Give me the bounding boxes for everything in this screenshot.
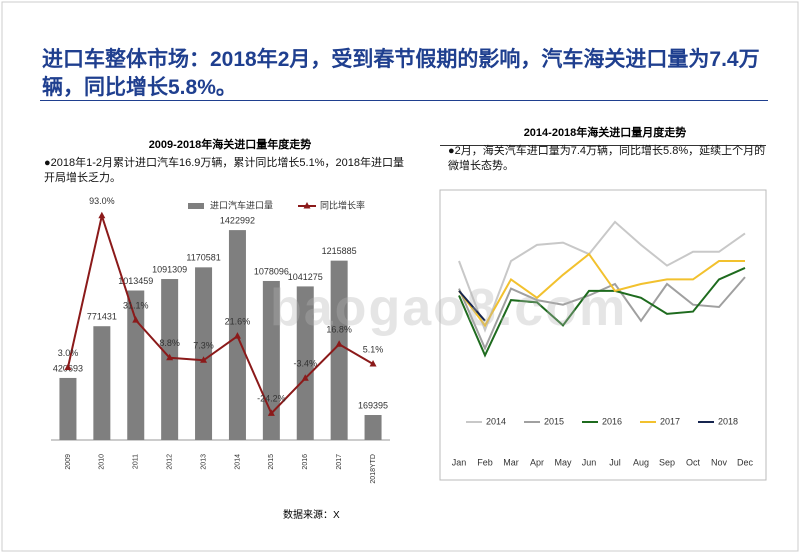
legend-swatch xyxy=(188,203,204,209)
bar xyxy=(127,290,145,440)
x-tick-label: 2014 xyxy=(234,454,241,470)
bar xyxy=(59,377,77,440)
x-tick-label: Oct xyxy=(686,457,701,467)
x-tick-label: 2009 xyxy=(65,454,72,470)
x-tick-label: Jul xyxy=(609,457,621,467)
legend-label: 2017 xyxy=(660,416,680,426)
chart-note: ●2018年1-2月累计进口汽车16.9万辆，累计同比增长5.1%，2018年进… xyxy=(44,157,404,184)
series-line xyxy=(458,252,745,328)
x-tick-label: Apr xyxy=(530,457,544,467)
legend-marker xyxy=(303,202,311,209)
marker xyxy=(132,316,140,323)
slide-title: 进口车整体市场：2018年2月，受到春节假期的影响，汽车海关进口量为7.4万辆，… xyxy=(42,48,760,99)
legend-label: 2016 xyxy=(602,416,622,426)
x-tick-label: 2013 xyxy=(200,454,207,470)
bar xyxy=(330,260,348,440)
marker xyxy=(369,359,377,367)
bar-label: 771431 xyxy=(87,312,117,322)
marker xyxy=(98,211,106,219)
x-tick-label: Jun xyxy=(582,457,597,467)
marker xyxy=(64,363,72,371)
data-label: -3.4% xyxy=(293,359,317,369)
watermark: baogao8.com xyxy=(270,279,628,337)
marker xyxy=(335,340,343,347)
bar-label: 1215885 xyxy=(322,246,357,256)
data-label: 21.6% xyxy=(225,317,251,327)
legend-label: 2015 xyxy=(544,416,564,426)
legend-label: 进口汽车进口量 xyxy=(210,199,273,210)
x-tick-label: Mar xyxy=(503,457,519,467)
data-label: -24.2% xyxy=(257,394,286,404)
x-tick-label: Aug xyxy=(633,457,649,467)
marker xyxy=(200,356,208,363)
legend-label: 2014 xyxy=(486,416,506,426)
series-line xyxy=(458,266,746,358)
bar xyxy=(262,280,280,440)
x-tick-label: May xyxy=(554,457,572,467)
x-tick-label: Sep xyxy=(659,457,675,467)
data-label: 7.3% xyxy=(193,341,214,351)
growth-line xyxy=(66,212,374,416)
chart-title: 2014-2018年海关进口量月度走势 xyxy=(523,127,687,139)
data-label: 8.8% xyxy=(159,338,180,348)
data-label: 93.0% xyxy=(89,196,115,206)
x-tick-label: 2012 xyxy=(166,454,173,470)
x-tick-label: Feb xyxy=(477,457,493,467)
x-tick-label: 2010 xyxy=(99,454,106,470)
bar xyxy=(93,326,111,440)
x-tick-label: Nov xyxy=(711,457,728,467)
bar-label: 1091309 xyxy=(152,264,187,274)
legend-label: 同比增长率 xyxy=(320,199,365,210)
marker xyxy=(166,353,174,361)
data-label: 3.0% xyxy=(58,348,79,358)
data-label: 31.1% xyxy=(123,301,149,311)
bar-label: 1170581 xyxy=(186,253,220,263)
x-tick-label: 2015 xyxy=(268,454,275,470)
chart-note: ●2月，海关汽车进口量为7.4万辆，同比增长5.8%，延续上个月的微增长态势。 xyxy=(448,145,766,172)
x-tick-label: Dec xyxy=(737,457,754,467)
subtitle-rule xyxy=(440,145,766,146)
x-tick-label: Jan xyxy=(452,457,467,467)
series-line xyxy=(458,290,486,322)
data-label: 5.1% xyxy=(363,344,384,354)
bar-label: 169395 xyxy=(358,400,388,410)
x-tick-label: 2016 xyxy=(302,454,309,470)
marker xyxy=(301,374,309,381)
marker xyxy=(233,332,241,339)
bar xyxy=(195,267,213,440)
source-note: 数据来源：X xyxy=(283,510,340,521)
legend-label: 2018 xyxy=(718,416,738,426)
bar-label: 1041275 xyxy=(288,272,323,282)
x-tick-label: 2018YTD xyxy=(370,454,377,484)
x-tick-label: 2011 xyxy=(133,454,140,469)
chart-frame xyxy=(439,189,767,481)
bar xyxy=(364,415,382,440)
marker xyxy=(267,409,275,416)
bar-label: 1078096 xyxy=(254,266,289,276)
series-line xyxy=(458,220,746,333)
chart-title: 2009-2018年海关进口量年度走势 xyxy=(148,139,312,151)
bar xyxy=(296,286,314,440)
x-tick-label: 2017 xyxy=(336,454,343,470)
title-rule xyxy=(40,100,768,101)
data-label: 16.8% xyxy=(326,325,352,335)
bar-label: 1422992 xyxy=(220,215,255,225)
bar-label: 1013459 xyxy=(118,276,153,286)
